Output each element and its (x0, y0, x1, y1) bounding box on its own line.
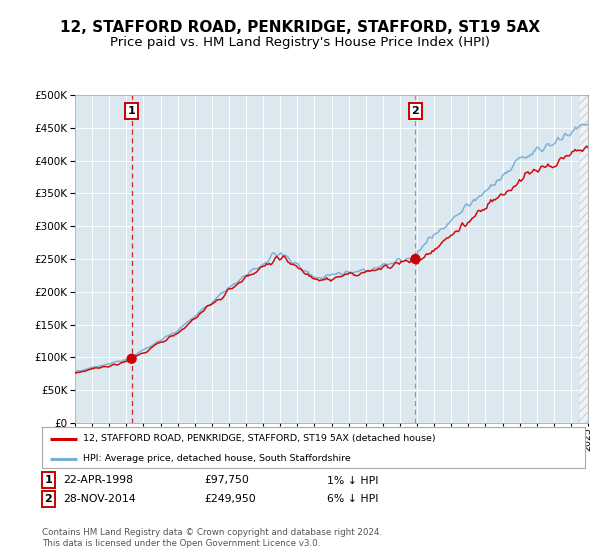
Text: 1: 1 (128, 106, 136, 116)
Text: 1% ↓ HPI: 1% ↓ HPI (327, 475, 379, 486)
Text: 6% ↓ HPI: 6% ↓ HPI (327, 494, 379, 504)
Point (127, 354, 136, 363)
Text: 1: 1 (44, 475, 52, 485)
Text: 12, STAFFORD ROAD, PENKRIDGE, STAFFORD, ST19 5AX (detached house): 12, STAFFORD ROAD, PENKRIDGE, STAFFORD, … (83, 434, 436, 443)
Text: 2: 2 (44, 494, 52, 503)
Bar (580, 95, 588, 423)
Text: £249,950: £249,950 (204, 494, 256, 504)
Text: HPI: Average price, detached house, South Staffordshire: HPI: Average price, detached house, Sout… (83, 454, 350, 463)
Text: 12, STAFFORD ROAD, PENKRIDGE, STAFFORD, ST19 5AX: 12, STAFFORD ROAD, PENKRIDGE, STAFFORD, … (60, 20, 540, 35)
Point (410, 255, 420, 264)
Text: 2: 2 (412, 106, 419, 116)
Text: 22-APR-1998: 22-APR-1998 (63, 475, 133, 486)
Text: Price paid vs. HM Land Registry's House Price Index (HPI): Price paid vs. HM Land Registry's House … (110, 36, 490, 49)
Text: 28-NOV-2014: 28-NOV-2014 (63, 494, 136, 504)
Text: Contains HM Land Registry data © Crown copyright and database right 2024.
This d: Contains HM Land Registry data © Crown c… (42, 528, 382, 548)
Text: £97,750: £97,750 (204, 475, 249, 486)
